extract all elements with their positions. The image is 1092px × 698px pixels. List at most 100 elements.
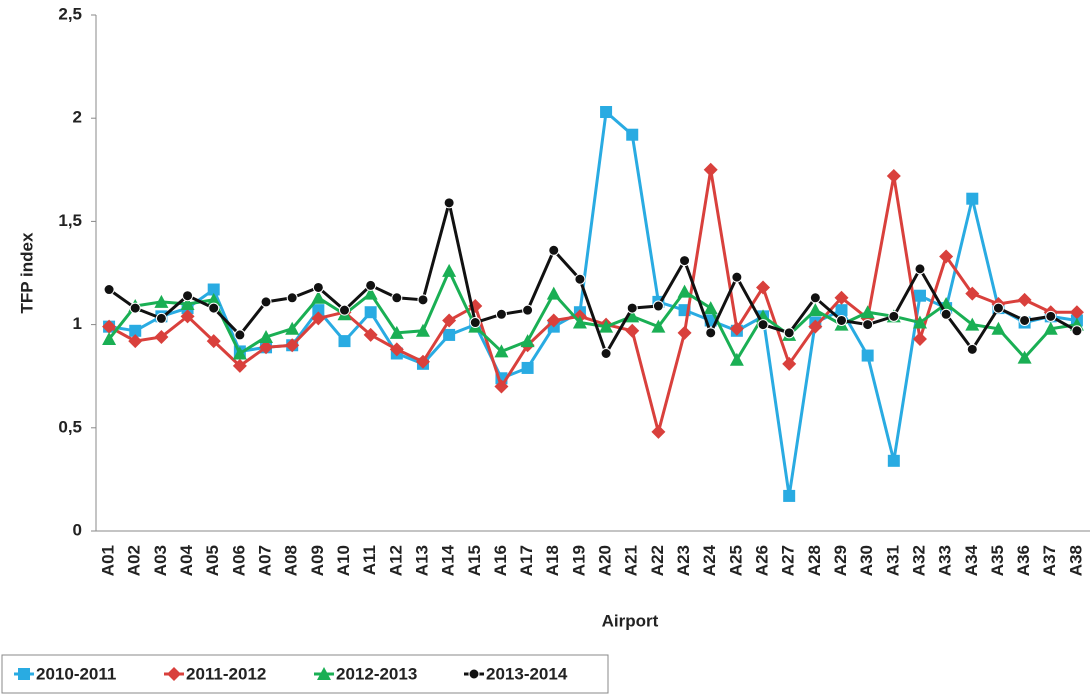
series-line — [108, 202, 1078, 358]
legend-label: 2012-2013 — [336, 664, 417, 683]
data-point — [311, 311, 326, 326]
data-point — [940, 308, 952, 320]
data-point — [703, 162, 718, 177]
data-point — [128, 334, 143, 349]
data-point — [546, 286, 561, 300]
data-point — [285, 321, 300, 335]
data-point — [679, 255, 691, 267]
data-point — [677, 325, 692, 340]
y-tick-label: 2 — [73, 108, 82, 127]
legend-marker — [317, 667, 331, 680]
data-point — [363, 327, 378, 342]
x-tick-label: A14 — [439, 544, 458, 576]
y-tick-label: 0,5 — [58, 417, 82, 436]
x-tick-label: A05 — [203, 545, 222, 576]
x-tick-label: A35 — [988, 545, 1007, 576]
x-tick-label: A18 — [543, 545, 562, 576]
data-point — [809, 292, 821, 304]
series-line — [107, 267, 1078, 363]
data-point — [782, 356, 797, 371]
data-point — [365, 279, 377, 291]
x-tick-label: A10 — [334, 545, 353, 576]
data-point — [834, 290, 849, 305]
x-tick-label: A33 — [936, 545, 955, 576]
data-point — [469, 317, 481, 329]
data-point — [992, 302, 1004, 314]
data-point — [259, 340, 274, 355]
data-point — [783, 327, 795, 339]
data-point — [703, 301, 718, 315]
x-tick-label: A37 — [1040, 545, 1059, 576]
data-point — [155, 312, 167, 324]
legend-label: 2010-2011 — [36, 664, 116, 683]
data-point — [1071, 325, 1083, 337]
data-point — [1017, 292, 1032, 307]
x-tick-label: A23 — [674, 545, 693, 576]
data-point — [415, 354, 430, 369]
data-point — [756, 280, 771, 295]
data-point — [522, 304, 534, 316]
data-point — [939, 249, 954, 264]
y-tick-label: 2,5 — [58, 4, 82, 23]
data-point — [1017, 350, 1032, 364]
data-point — [1045, 310, 1057, 322]
data-point — [102, 319, 117, 334]
x-tick-label: A38 — [1066, 545, 1085, 576]
data-point — [103, 284, 115, 296]
data-point — [494, 344, 509, 358]
data-point — [232, 358, 247, 373]
x-tick-label: A04 — [177, 544, 196, 576]
data-point — [600, 106, 613, 119]
data-point — [572, 315, 587, 329]
data-point — [808, 303, 823, 317]
data-point — [651, 424, 666, 439]
data-point — [180, 309, 195, 324]
x-tick-label: A08 — [282, 545, 301, 576]
legend-marker — [18, 668, 30, 680]
data-point — [808, 319, 823, 334]
data-point — [182, 290, 194, 302]
data-point — [285, 338, 300, 353]
data-point — [442, 263, 457, 277]
y-axis-title: TFP index — [17, 232, 36, 313]
data-point — [991, 321, 1006, 335]
data-point — [495, 308, 507, 320]
x-tick-label: A34 — [962, 544, 981, 576]
x-tick-label: A28 — [805, 545, 824, 576]
data-point — [836, 314, 847, 326]
x-tick-label: A02 — [125, 545, 144, 576]
data-point — [574, 273, 586, 285]
x-tick-label: A09 — [308, 545, 327, 576]
x-tick-label: A21 — [622, 545, 641, 576]
data-point — [965, 286, 980, 301]
data-point — [207, 283, 220, 296]
y-tick-label: 1,5 — [58, 211, 82, 230]
data-point — [443, 197, 455, 209]
data-point — [232, 346, 247, 360]
x-tick-label: A36 — [1014, 545, 1033, 576]
data-point — [757, 319, 769, 331]
data-point — [599, 319, 614, 333]
data-point — [860, 305, 875, 319]
data-point — [965, 317, 980, 331]
data-point — [625, 309, 640, 323]
data-point — [912, 315, 927, 329]
data-point — [389, 342, 404, 357]
x-tick-label: A29 — [831, 545, 850, 576]
data-point — [312, 281, 324, 293]
data-point — [1043, 321, 1058, 335]
data-point — [520, 334, 535, 348]
data-point — [521, 361, 534, 374]
data-point — [705, 327, 717, 339]
data-point — [966, 192, 979, 205]
data-point — [129, 302, 141, 314]
x-tick-label: A17 — [517, 545, 536, 576]
data-point — [862, 319, 874, 331]
data-point — [677, 284, 692, 298]
x-tick-label: A12 — [386, 545, 405, 576]
data-point — [154, 294, 169, 308]
data-point — [914, 263, 926, 275]
data-point — [417, 294, 429, 306]
x-tick-label: A26 — [753, 545, 772, 576]
data-point — [886, 168, 901, 183]
